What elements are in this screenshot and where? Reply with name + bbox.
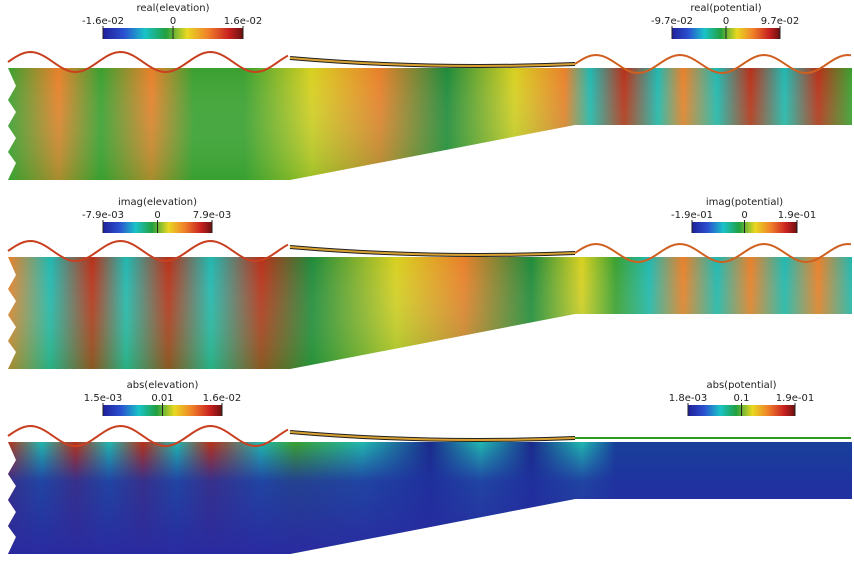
surface-wave: [7, 425, 289, 447]
colorbar-max: 1.9e-01: [778, 210, 816, 221]
colorbar-max: 1.9e-01: [776, 393, 814, 404]
colorbar-title: imag(potential): [706, 197, 783, 208]
colorbar-mid: 0.1: [734, 393, 750, 404]
panel: imag(elevation) -7.9e-03 0 7.9e-03 imag(pote…: [7, 197, 852, 369]
colorbar-max: 9.7e-02: [761, 16, 799, 27]
colorbar-mid: 0: [741, 210, 747, 221]
colorbar-min: -7.9e-03: [82, 210, 124, 221]
colorbar-max: 1.6e-02: [224, 16, 262, 27]
colorbar-mid: 0.01: [151, 393, 173, 404]
colorbar-min: -9.7e-02: [651, 16, 693, 27]
surface-wave: [7, 51, 289, 73]
colorbar-title: abs(elevation): [127, 380, 199, 391]
colorbar-title: imag(elevation): [118, 197, 197, 208]
colorbar-mid: 0: [170, 16, 176, 27]
colorbar-min: 1.5e-03: [84, 393, 122, 404]
plate-fill: [289, 431, 576, 441]
colorbar-min: -1.6e-02: [82, 16, 124, 27]
surface-wave: [7, 240, 289, 262]
plate-fill: [289, 246, 576, 256]
panel: abs(elevation) 1.5e-03 0.01 1.6e-02 abs(pote…: [7, 380, 852, 554]
field-shade: [8, 68, 852, 180]
field-shade: [8, 257, 852, 369]
panel: real(elevation) -1.6e-02 0 1.6e-02 real(pote…: [7, 3, 852, 180]
surface-wave: [574, 54, 852, 74]
colorbar-max: 1.6e-02: [203, 393, 241, 404]
colorbar-mid: 0: [154, 210, 160, 221]
colorbar-title: real(potential): [690, 3, 761, 14]
colorbar-title: abs(potential): [707, 380, 777, 391]
colorbar-min: -1.9e-01: [671, 210, 713, 221]
plate-fill: [289, 57, 576, 67]
colorbar-title: real(elevation): [136, 3, 209, 14]
colorbar-min: 1.8e-03: [669, 393, 707, 404]
colorbar-max: 7.9e-03: [193, 210, 231, 221]
surface-wave: [574, 243, 852, 263]
field-shade: [8, 442, 852, 554]
colorbar-mid: 0: [723, 16, 729, 27]
